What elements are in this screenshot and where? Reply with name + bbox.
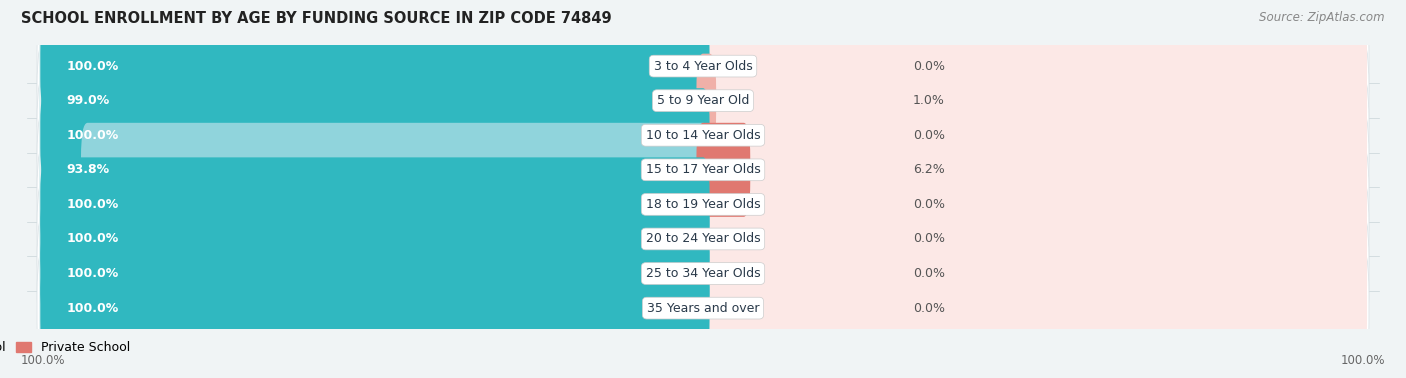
FancyBboxPatch shape <box>695 81 1367 189</box>
FancyBboxPatch shape <box>39 81 711 189</box>
Text: 100.0%: 100.0% <box>66 60 118 73</box>
FancyBboxPatch shape <box>696 123 751 217</box>
Text: 100.0%: 100.0% <box>21 354 66 367</box>
Text: 10 to 14 Year Olds: 10 to 14 Year Olds <box>645 129 761 142</box>
FancyBboxPatch shape <box>37 0 1369 132</box>
FancyBboxPatch shape <box>39 47 711 155</box>
FancyBboxPatch shape <box>695 185 1367 293</box>
FancyBboxPatch shape <box>41 226 710 321</box>
FancyBboxPatch shape <box>41 261 710 355</box>
Text: 100.0%: 100.0% <box>1340 354 1385 367</box>
FancyBboxPatch shape <box>41 192 710 286</box>
FancyBboxPatch shape <box>37 139 1369 270</box>
Text: 6.2%: 6.2% <box>912 163 945 176</box>
FancyBboxPatch shape <box>695 220 1367 327</box>
FancyBboxPatch shape <box>37 70 1369 201</box>
Text: 35 Years and over: 35 Years and over <box>647 302 759 314</box>
FancyBboxPatch shape <box>37 104 1369 235</box>
Text: 0.0%: 0.0% <box>912 198 945 211</box>
FancyBboxPatch shape <box>39 116 711 224</box>
Text: 0.0%: 0.0% <box>912 232 945 245</box>
FancyBboxPatch shape <box>696 54 716 148</box>
FancyBboxPatch shape <box>46 54 710 148</box>
FancyBboxPatch shape <box>39 220 711 327</box>
Text: 5 to 9 Year Old: 5 to 9 Year Old <box>657 94 749 107</box>
FancyBboxPatch shape <box>695 254 1367 362</box>
FancyBboxPatch shape <box>41 19 710 113</box>
Legend: Public School, Private School: Public School, Private School <box>0 336 135 359</box>
FancyBboxPatch shape <box>39 12 711 120</box>
Text: 1.0%: 1.0% <box>912 94 945 107</box>
FancyBboxPatch shape <box>41 88 710 182</box>
Text: 100.0%: 100.0% <box>66 267 118 280</box>
Text: 100.0%: 100.0% <box>66 198 118 211</box>
Text: 0.0%: 0.0% <box>912 129 945 142</box>
Text: 25 to 34 Year Olds: 25 to 34 Year Olds <box>645 267 761 280</box>
FancyBboxPatch shape <box>39 150 711 258</box>
FancyBboxPatch shape <box>695 116 1367 224</box>
Text: 0.0%: 0.0% <box>912 267 945 280</box>
FancyBboxPatch shape <box>695 47 1367 155</box>
FancyBboxPatch shape <box>37 173 1369 305</box>
Text: SCHOOL ENROLLMENT BY AGE BY FUNDING SOURCE IN ZIP CODE 74849: SCHOOL ENROLLMENT BY AGE BY FUNDING SOUR… <box>21 11 612 26</box>
Text: 18 to 19 Year Olds: 18 to 19 Year Olds <box>645 198 761 211</box>
Text: 99.0%: 99.0% <box>66 94 110 107</box>
FancyBboxPatch shape <box>41 157 710 251</box>
FancyBboxPatch shape <box>695 12 1367 120</box>
Text: 100.0%: 100.0% <box>66 129 118 142</box>
Text: Source: ZipAtlas.com: Source: ZipAtlas.com <box>1260 11 1385 24</box>
FancyBboxPatch shape <box>39 254 711 362</box>
Text: 20 to 24 Year Olds: 20 to 24 Year Olds <box>645 232 761 245</box>
FancyBboxPatch shape <box>82 123 710 217</box>
FancyBboxPatch shape <box>37 208 1369 339</box>
Text: 93.8%: 93.8% <box>66 163 110 176</box>
Text: 15 to 17 Year Olds: 15 to 17 Year Olds <box>645 163 761 176</box>
Text: 100.0%: 100.0% <box>66 302 118 314</box>
FancyBboxPatch shape <box>37 242 1369 374</box>
Text: 100.0%: 100.0% <box>66 232 118 245</box>
FancyBboxPatch shape <box>39 185 711 293</box>
Text: 3 to 4 Year Olds: 3 to 4 Year Olds <box>654 60 752 73</box>
Text: 0.0%: 0.0% <box>912 302 945 314</box>
FancyBboxPatch shape <box>37 35 1369 166</box>
Text: 0.0%: 0.0% <box>912 60 945 73</box>
FancyBboxPatch shape <box>695 150 1367 258</box>
